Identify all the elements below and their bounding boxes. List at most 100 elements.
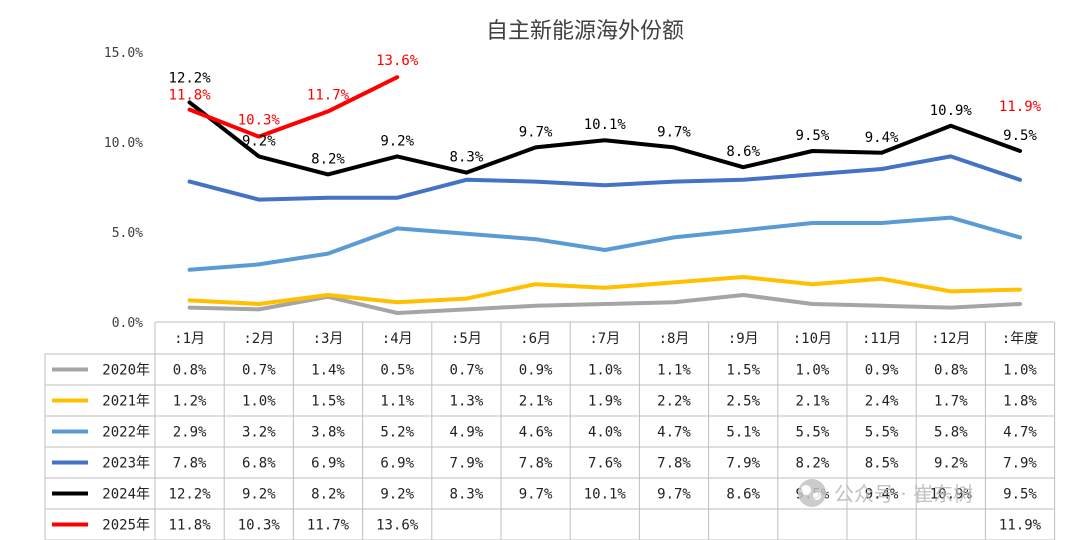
data-label: 13.6%: [376, 53, 419, 69]
series-line: [187, 154, 1022, 202]
data-label: 9.2%: [242, 133, 276, 149]
table-cell: 0.9%: [519, 363, 553, 379]
data-label: 11.9%: [999, 99, 1042, 115]
watermark: 公众号 · 崔东树: [798, 479, 973, 507]
data-table: :1月:2月:3月:4月:5月:6月:7月:8月:9月:10月:11月:12月:…: [44, 321, 1056, 540]
category-label: :11月: [862, 331, 901, 347]
table-cell: 1.7%: [934, 394, 968, 410]
table-cell: 9.2%: [934, 456, 968, 472]
data-label: 10.1%: [584, 117, 627, 133]
table-cell: 7.8%: [519, 456, 553, 472]
table-cell: 0.9%: [865, 363, 899, 379]
table-cell: 5.8%: [934, 425, 968, 441]
table-cell: 9.4%: [865, 487, 899, 503]
data-label: 8.6%: [726, 144, 760, 160]
table-cell: 8.5%: [865, 456, 899, 472]
table-cell: 4.7%: [1003, 425, 1037, 441]
category-label: :1月: [174, 331, 205, 347]
table-cell: 3.8%: [311, 425, 345, 441]
table-cell: 0.5%: [380, 363, 414, 379]
plot-lines: [187, 77, 1022, 315]
table-cell: 9.2%: [380, 487, 414, 503]
table-cell: 1.5%: [311, 394, 345, 410]
table-cell: 13.6%: [376, 518, 419, 534]
table-cell: 7.8%: [173, 456, 207, 472]
table-cell: 11.9%: [999, 518, 1042, 534]
table-cell: 2.4%: [865, 394, 899, 410]
table-cell: 1.9%: [588, 394, 622, 410]
table-cell: 1.5%: [726, 363, 760, 379]
table-cell: 6.9%: [311, 456, 345, 472]
category-label: :12月: [931, 331, 970, 347]
series-line: [187, 275, 1022, 306]
table-cell: 10.9%: [930, 487, 973, 503]
table-cell: 1.4%: [311, 363, 345, 379]
category-label: :8月: [659, 331, 690, 347]
table-cell: 5.1%: [726, 425, 760, 441]
table-cell: 4.0%: [588, 425, 622, 441]
category-label: :4月: [382, 331, 413, 347]
y-tick-label: 10.0%: [104, 136, 143, 151]
table-cell: 4.9%: [450, 425, 484, 441]
legend-series-name: 2022年: [102, 425, 150, 441]
table-cell: 4.6%: [519, 425, 553, 441]
table-cell: 0.8%: [934, 363, 968, 379]
legend-series-name: 2024年: [102, 487, 150, 503]
table-cell: 7.9%: [726, 456, 760, 472]
table-cell: 0.7%: [450, 363, 484, 379]
table-cell: 1.0%: [242, 394, 276, 410]
category-label: :9月: [728, 331, 759, 347]
table-cell: 2.1%: [519, 394, 553, 410]
table-cell: 7.8%: [657, 456, 691, 472]
data-label: 9.5%: [796, 128, 830, 144]
data-label: 11.8%: [169, 88, 212, 104]
data-label: 8.2%: [311, 151, 345, 167]
table-cell: 8.2%: [796, 456, 830, 472]
table-cell: 1.8%: [1003, 394, 1037, 410]
table-cell: 8.2%: [311, 487, 345, 503]
table-cell: 12.2%: [169, 487, 212, 503]
data-label: 9.2%: [380, 133, 414, 149]
table-cell: 1.3%: [450, 394, 484, 410]
data-labels: 12.2% 9.2% 8.2% 9.2% 8.3% 9.7% 10.1% 9.7% 8.6% 9.…: [169, 53, 1042, 167]
category-label: :7月: [589, 331, 620, 347]
table-cell: 1.1%: [380, 394, 414, 410]
y-tick-label: 5.0%: [112, 226, 143, 241]
data-label: 11.7%: [307, 87, 350, 103]
category-label: :5月: [451, 331, 482, 347]
y-tick-label: 0.0%: [112, 316, 143, 331]
table-cell: 1.1%: [657, 363, 691, 379]
wechat-icon-bubble-small: [813, 492, 821, 500]
table-cell: 2.1%: [796, 394, 830, 410]
table-cell: 8.3%: [450, 487, 484, 503]
data-label: 9.4%: [865, 130, 899, 146]
table-cell: 1.0%: [588, 363, 622, 379]
series-line: [187, 215, 1022, 272]
table-cell: 6.8%: [242, 456, 276, 472]
table-cell: 11.7%: [307, 518, 350, 534]
category-label: :3月: [313, 331, 344, 347]
wechat-icon-bubble: [801, 485, 811, 495]
data-label: 12.2%: [169, 70, 212, 86]
legend-series-name: 2021年: [102, 394, 150, 410]
table-cell: 9.2%: [242, 487, 276, 503]
table-cell: 4.7%: [657, 425, 691, 441]
table-cell: 2.9%: [173, 425, 207, 441]
table-cell: 9.7%: [519, 487, 553, 503]
table-cell: 9.7%: [657, 487, 691, 503]
table-cell: 2.2%: [657, 394, 691, 410]
table-cell: 7.9%: [450, 456, 484, 472]
data-label: 9.7%: [657, 124, 691, 140]
table-cell: 10.1%: [584, 487, 627, 503]
table-cell: 0.8%: [173, 363, 207, 379]
table-cell: 5.2%: [380, 425, 414, 441]
table-cell: 7.6%: [588, 456, 622, 472]
table-cell: 5.5%: [796, 425, 830, 441]
category-label: :6月: [520, 331, 551, 347]
category-label: :年度: [1002, 331, 1038, 347]
data-label: 9.5%: [1003, 128, 1037, 144]
table-cell: 1.2%: [173, 394, 207, 410]
data-label: 10.3%: [238, 113, 281, 129]
table-cell: 11.8%: [169, 518, 212, 534]
